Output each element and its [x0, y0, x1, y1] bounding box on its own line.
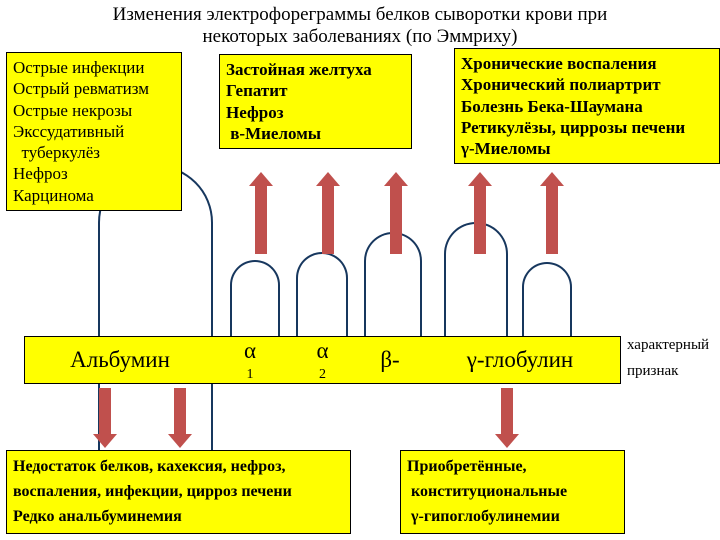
box-fractions: Альбумин α1 α2 β- γ-глобулин [24, 336, 621, 384]
fraction-albumin: Альбумин [25, 346, 215, 375]
fraction-beta: β- [360, 346, 420, 375]
sidenote-line2: признак [627, 362, 709, 382]
title-line1: Изменения электрофореграммы белков сывор… [40, 4, 680, 26]
box-acute-conditions: Острые инфекцииОстрый ревматизмОстрые не… [6, 52, 182, 211]
box-gamma-conditions: Хронические воспаленияХронический полиар… [454, 48, 720, 164]
fraction-alpha1: α1 [215, 337, 285, 383]
title: Изменения электрофореграммы белков сывор… [40, 4, 680, 48]
box-beta-conditions: Застойная желтухаГепатитНефроз в-Миеломы [219, 54, 412, 149]
box-gamma-deficiency: Приобретённые, конституциональные γ-гипо… [400, 450, 625, 534]
title-line2: некоторых заболеваниях (по Эммриху) [40, 26, 680, 48]
sidenote-characteristic: характерный признак [627, 336, 709, 381]
sidenote-line1: характерный [627, 336, 709, 356]
fraction-alpha2: α2 [285, 337, 360, 383]
box-albumin-deficiency: Недостаток белков, кахексия, нефроз,восп… [6, 450, 351, 534]
fraction-gamma: γ-глобулин [420, 346, 620, 375]
